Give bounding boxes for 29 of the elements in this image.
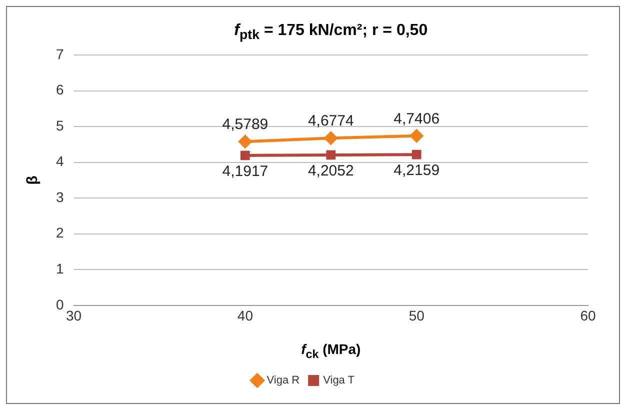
y-tick-label: 3: [56, 188, 64, 205]
point: [324, 132, 338, 145]
legend-label: Viga T: [323, 374, 355, 387]
data-label: 4,2052: [308, 162, 354, 180]
data-label: 4,6774: [308, 112, 354, 130]
point: [238, 135, 252, 148]
chart-title: f$_{ptk}$ = 175 kN/cm²; r = 0,50: [234, 22, 428, 42]
data-label: 4,1917: [222, 163, 268, 180]
y-tick-label: 6: [56, 82, 64, 98]
y-tick-label: 5: [56, 117, 64, 134]
y-tick-label: 7: [56, 46, 64, 62]
legend-label: Viga R: [266, 374, 300, 387]
x-axis-title: f$_{ck}$ (MPa): [301, 341, 361, 361]
x-tick-label: 30: [66, 308, 82, 324]
data-label: 4,7406: [394, 110, 440, 128]
data-label: 4,2159: [394, 162, 440, 180]
data-label: 4,5789: [222, 116, 268, 134]
x-tick-label: 50: [408, 308, 425, 324]
x-tick-label: 40: [237, 308, 254, 324]
point: [410, 129, 424, 142]
y-axis-title: β: [24, 176, 42, 185]
point: [240, 150, 250, 160]
x-tick-label: 60: [580, 308, 596, 324]
point: [326, 150, 336, 160]
y-tick-label: 2: [56, 224, 64, 241]
y-tick-label: 1: [56, 260, 64, 276]
point: [412, 150, 422, 160]
y-tick-label: 4: [56, 153, 64, 170]
y-tick-label: 0: [56, 296, 64, 312]
